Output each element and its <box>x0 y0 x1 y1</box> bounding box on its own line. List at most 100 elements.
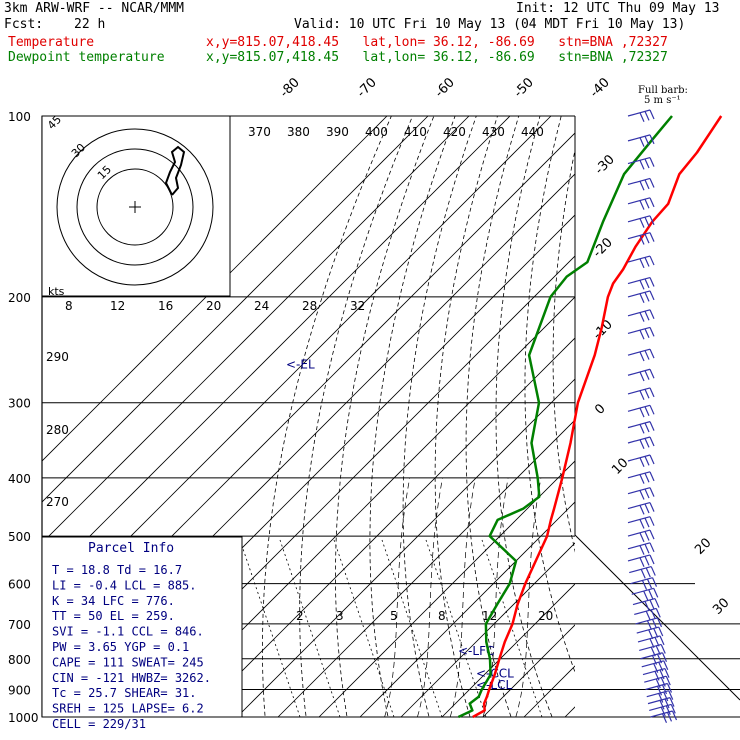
barb-flag <box>639 293 645 303</box>
wind-barb <box>647 697 675 710</box>
barb-flag <box>644 543 650 554</box>
barb-flag <box>649 529 655 540</box>
barb-flag <box>651 577 658 587</box>
barb-flag <box>669 697 675 707</box>
barb-staff <box>627 502 651 510</box>
barb-flag <box>670 704 676 714</box>
barb-staff <box>641 660 664 668</box>
barb-staff <box>627 276 651 285</box>
barb-staff <box>637 635 661 643</box>
parcel-info-row: SVI = -1.1 CCL = 846. <box>52 625 204 639</box>
barb-flag <box>649 599 655 610</box>
isotherm-line <box>482 624 575 717</box>
parcel-info-row: PW = 3.65 YGP = 0.1 <box>52 640 189 654</box>
dry-adiabat <box>552 148 575 553</box>
barb-flag <box>649 454 655 465</box>
barb-staff <box>639 643 662 652</box>
barb-flag <box>639 218 645 228</box>
barb-flag <box>655 678 661 689</box>
mixing-ratio-label: 3 <box>336 609 344 623</box>
wind-barb <box>627 232 655 245</box>
barb-flag <box>644 422 650 433</box>
valid-time: Valid: 10 UTC Fri 10 May 13 (04 MDT Fri … <box>294 17 686 32</box>
parcel-info-background <box>41 536 243 718</box>
barb-flag <box>649 215 655 226</box>
dry-adiabat <box>729 116 740 730</box>
barb-flag <box>649 277 655 287</box>
barb-staff <box>627 454 651 462</box>
hodograph-speed-label: 28 <box>302 299 317 313</box>
barb-flag <box>644 278 650 289</box>
barb-flag <box>644 111 650 121</box>
mixing-ratio-label: 8 <box>438 609 446 623</box>
level-annotation: <-EL <box>286 357 315 371</box>
barb-flag <box>649 369 655 379</box>
wind-barb <box>645 682 673 696</box>
dry-adiabat <box>402 116 477 717</box>
theta-label: 420 <box>443 125 466 139</box>
barb-flag <box>649 516 655 526</box>
wind-barb <box>629 565 656 579</box>
barb-flag <box>660 677 666 687</box>
level-annotation: <-LFC <box>458 644 494 658</box>
mixing-ratio-line <box>481 539 543 717</box>
barb-flag <box>644 406 650 416</box>
hodograph-speed-label: 20 <box>206 299 221 313</box>
barb-flag <box>639 532 645 543</box>
theta-label: 440 <box>521 125 544 139</box>
barb-flag <box>659 700 665 710</box>
barb-staff <box>627 326 651 334</box>
temperature-label: 10 <box>609 456 631 478</box>
barb-staff <box>627 387 651 395</box>
wind-barb <box>627 454 655 468</box>
barb-flag <box>639 490 645 500</box>
wind-barb <box>627 404 655 418</box>
mixing-ratio-line <box>333 539 395 717</box>
barb-flag <box>659 635 665 646</box>
hodograph-units: kts <box>48 285 65 298</box>
profiles <box>457 115 723 719</box>
isotherm-line <box>441 583 575 717</box>
wind-barb <box>637 635 665 648</box>
barb-staff <box>647 697 671 705</box>
barb-staff <box>627 487 651 495</box>
barb-flag <box>644 179 650 190</box>
hodograph-speed-label: 8 <box>65 299 73 313</box>
barb-flag <box>639 457 645 468</box>
dry-adiabat <box>682 116 740 730</box>
barb-flag <box>639 424 645 434</box>
barb-flag <box>639 329 645 340</box>
barb-staff <box>627 529 651 537</box>
barb-staff <box>627 309 651 317</box>
wind-barb <box>646 690 674 703</box>
barb-staff <box>629 565 652 574</box>
barb-flag <box>639 439 645 450</box>
temperature-label: -40 <box>587 75 613 101</box>
barb-flag <box>644 292 650 302</box>
isotherm-line <box>400 542 575 717</box>
wind-barb <box>639 643 666 657</box>
wind-barb <box>627 436 655 450</box>
barb-flag <box>649 290 655 301</box>
barb-flag <box>641 580 648 590</box>
theta-label: 430 <box>482 125 505 139</box>
isotherm-line <box>277 419 575 717</box>
isotherm-line <box>42 116 511 585</box>
parcel-info-row: LI = -0.4 LCL = 885. <box>52 578 197 592</box>
barb-flag <box>649 255 655 266</box>
temperature-label: 30 <box>710 596 732 618</box>
hodograph-ring <box>96 168 174 246</box>
pressure-tick-label: 400 <box>8 472 31 486</box>
parcel-info-row: K = 34 LFC = 776. <box>52 594 175 608</box>
dry-adiabat <box>706 116 740 730</box>
barb-flag <box>651 619 658 629</box>
barb-flag <box>644 601 650 611</box>
isotherm-line <box>318 460 575 717</box>
barb-flag <box>665 675 671 686</box>
mixing-ratio-label: 5 <box>390 609 398 623</box>
barb-flag <box>639 407 645 418</box>
barb-flag <box>649 405 655 415</box>
barb-flag <box>661 713 668 724</box>
barb-flag <box>649 309 655 320</box>
parcel-info-row: T = 18.8 Td = 16.7 <box>52 563 182 577</box>
